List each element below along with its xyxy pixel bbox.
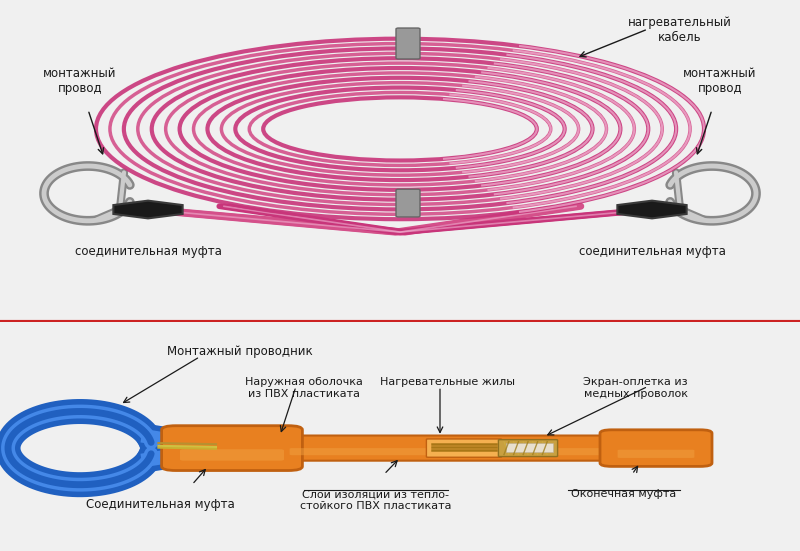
- Text: Наружная оболочка
из ПВХ пластиката: Наружная оболочка из ПВХ пластиката: [245, 377, 363, 399]
- Text: соединительная муфта: соединительная муфта: [74, 245, 222, 258]
- FancyBboxPatch shape: [498, 440, 558, 457]
- Polygon shape: [114, 201, 182, 218]
- FancyBboxPatch shape: [396, 189, 420, 217]
- FancyBboxPatch shape: [180, 449, 284, 461]
- FancyBboxPatch shape: [600, 430, 712, 466]
- FancyBboxPatch shape: [506, 444, 554, 453]
- FancyBboxPatch shape: [426, 439, 502, 457]
- Text: Оконечная муфта: Оконечная муфта: [571, 489, 677, 499]
- Text: Соединительная муфта: Соединительная муфта: [86, 499, 234, 511]
- FancyBboxPatch shape: [618, 450, 694, 458]
- Text: нагревательный
кабель: нагревательный кабель: [628, 16, 732, 44]
- FancyBboxPatch shape: [280, 435, 624, 461]
- Text: Монтажный проводник: Монтажный проводник: [167, 345, 313, 358]
- Text: Нагревательные жилы: Нагревательные жилы: [381, 377, 515, 387]
- Text: Экран-оплетка из
медных проволок: Экран-оплетка из медных проволок: [583, 377, 688, 399]
- Text: соединительная муфта: соединительная муфта: [578, 245, 726, 258]
- Text: монтажный
провод: монтажный провод: [43, 67, 117, 95]
- FancyBboxPatch shape: [290, 448, 614, 455]
- Text: Слои изоляции из тепло-
стойкого ПВХ пластиката: Слои изоляции из тепло- стойкого ПВХ пла…: [300, 489, 452, 511]
- FancyBboxPatch shape: [396, 28, 420, 59]
- FancyBboxPatch shape: [162, 426, 302, 471]
- Text: монтажный
провод: монтажный провод: [683, 67, 757, 95]
- Polygon shape: [618, 201, 686, 218]
